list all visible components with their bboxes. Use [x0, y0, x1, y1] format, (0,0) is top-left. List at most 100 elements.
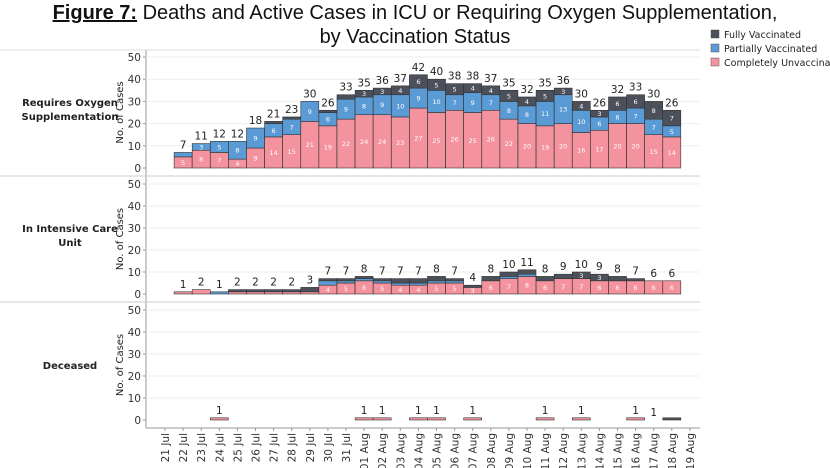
- bar-segment: [608, 276, 627, 282]
- total-label: 7: [451, 266, 458, 278]
- segment-label: 4: [489, 87, 493, 95]
- y-tick-label: 30: [128, 349, 141, 361]
- segment-label: 22: [505, 140, 513, 148]
- x-tick-label: 05 Aug: [432, 433, 444, 468]
- segment-label: 20: [559, 142, 567, 150]
- bar-segment: [571, 101, 591, 111]
- total-label: 1: [632, 405, 639, 417]
- bar-segment: [481, 276, 501, 282]
- total-label: 26: [321, 97, 335, 109]
- bar-segment: [264, 289, 283, 293]
- segment-label: 6: [416, 78, 420, 86]
- total-label: 18: [249, 115, 262, 127]
- segment-label: 4: [416, 286, 420, 294]
- y-tick-label: 20: [128, 245, 141, 257]
- panel-label: Requires Oxygen: [22, 98, 118, 109]
- segment-label: 3: [380, 88, 384, 96]
- segment-label: 5: [434, 285, 438, 293]
- chart-subtitle: by Vaccination Status: [0, 26, 830, 49]
- x-tick-label: 01 Aug: [359, 433, 371, 468]
- bar-segment: [264, 121, 283, 124]
- segment-label: 6: [615, 284, 619, 292]
- bar-segment: [354, 417, 374, 421]
- bar-segment: [409, 278, 428, 284]
- segment-label: 4: [398, 87, 402, 95]
- segment-label: 8: [525, 282, 529, 290]
- y-tick-label: 30: [128, 96, 141, 108]
- x-tick-label: 14 Aug: [594, 433, 606, 468]
- segment-label: 4: [326, 286, 330, 294]
- bar-segment: [173, 291, 193, 295]
- x-tick-label: 30 Jul: [323, 433, 335, 462]
- x-tick-label: 25 Jul: [232, 433, 244, 462]
- segment-label: 20: [631, 142, 639, 150]
- segment-label: 4: [235, 160, 239, 168]
- segment-label: 13: [559, 106, 567, 114]
- bar-segment: [499, 90, 519, 102]
- bar-segment: [427, 280, 446, 284]
- x-tick-label: 21 Jul: [160, 433, 172, 462]
- segment-label: 6: [272, 127, 276, 135]
- figure-number: Figure 7:: [52, 2, 138, 24]
- bar-segment: [282, 116, 302, 120]
- segment-label: 8: [235, 147, 239, 155]
- segment-label: 15: [650, 148, 658, 156]
- total-label: 37: [394, 73, 407, 85]
- bar-segment: [499, 276, 519, 279]
- x-tick-label: 19 Aug: [685, 433, 697, 468]
- segment-label: 7: [579, 283, 583, 291]
- y-tick-label: 50: [128, 52, 141, 64]
- total-label: 1: [469, 405, 476, 417]
- x-tick-label: 26 Jul: [251, 433, 263, 462]
- total-label: 7: [343, 266, 350, 278]
- segment-label: 5: [217, 143, 221, 151]
- segment-label: 10: [577, 118, 585, 126]
- legend-label: Fully Vaccinated: [724, 30, 801, 41]
- bar-segment: [191, 289, 211, 295]
- total-label: 1: [379, 405, 386, 417]
- bar-segment: [409, 282, 428, 286]
- bar-segment: [445, 278, 464, 282]
- bar-segment: [318, 280, 338, 286]
- total-label: 1: [361, 405, 368, 417]
- y-tick-label: 0: [134, 415, 141, 427]
- bar-segment: [318, 109, 338, 113]
- bar-segment: [336, 278, 356, 282]
- bar-segment: [372, 417, 392, 421]
- total-label: 11: [520, 257, 533, 269]
- segment-label: 14: [668, 149, 676, 157]
- bar-segment: [282, 289, 302, 293]
- bar-segment: [300, 287, 320, 293]
- x-tick-label: 27 Jul: [269, 433, 281, 462]
- bar-segment: [626, 278, 645, 282]
- legend-label: Partially Vaccinated: [724, 44, 817, 55]
- segment-label: 15: [288, 148, 296, 156]
- total-label: 8: [433, 263, 440, 275]
- bar-segment: [499, 271, 519, 277]
- x-tick-label: 24 Jul: [214, 433, 226, 462]
- segment-label: 6: [652, 284, 656, 292]
- panel-label: In Intensive Care: [22, 224, 118, 235]
- segment-label: 6: [670, 284, 674, 292]
- total-label: 2: [198, 277, 205, 289]
- x-tick-label: 18 Aug: [667, 433, 679, 468]
- y-tick-label: 20: [128, 371, 141, 383]
- segment-label: 9: [308, 108, 312, 116]
- bar-segment: [318, 278, 338, 282]
- total-label: 1: [216, 279, 223, 291]
- bar-segment: [463, 417, 483, 421]
- y-tick-label: 0: [134, 289, 141, 301]
- segment-label: 8: [507, 107, 511, 115]
- segment-label: 5: [181, 159, 185, 167]
- total-label: 10: [575, 259, 588, 271]
- total-label: 11: [195, 131, 208, 143]
- segment-label: 7: [453, 99, 457, 107]
- total-label: 38: [466, 71, 479, 83]
- x-tick-label: 11 Aug: [540, 433, 552, 468]
- segment-label: 6: [597, 120, 601, 128]
- total-label: 35: [357, 77, 370, 89]
- segment-label: 19: [324, 143, 332, 151]
- segment-label: 21: [306, 141, 314, 149]
- segment-label: 17: [595, 146, 603, 154]
- bar-segment: [210, 417, 229, 421]
